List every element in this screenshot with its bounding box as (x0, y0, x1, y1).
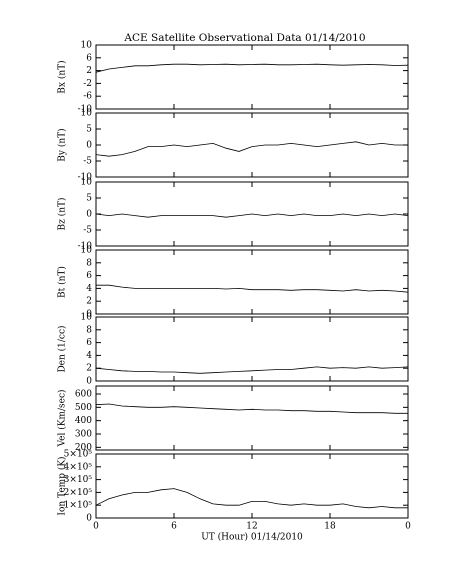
y-tick-label: 300 (75, 430, 92, 440)
y-tick-label: 10 (81, 41, 93, 51)
y-axis-label: Bz (nT) (57, 197, 68, 230)
y-tick-label: -10 (78, 105, 93, 115)
panel-frame (95, 112, 409, 178)
data-line (95, 366, 409, 374)
x-axis-label: UT (Hour) 01/14/2010 (201, 532, 303, 543)
y-axis-label: Vel (Km/sec) (57, 389, 68, 447)
y-tick-label: 0 (86, 377, 92, 387)
y-tick-label: -6 (83, 92, 92, 102)
y-tick-label: 4 (86, 351, 92, 361)
panel-frame (95, 249, 409, 315)
y-axis-label: Den (1/cc) (57, 325, 68, 372)
data-line (95, 141, 408, 157)
y-tick-label: 500 (75, 403, 92, 413)
x-tick-label: 12 (246, 522, 257, 532)
y-tick-label: 200 (75, 443, 92, 453)
y-tick-label: 1×10⁵ (64, 501, 93, 511)
y-tick-label: 6 (86, 338, 92, 348)
data-line (95, 63, 409, 73)
x-tick-label: 6 (171, 522, 177, 532)
y-tick-label: 0 (86, 210, 92, 220)
y-tick-label: 5 (86, 194, 92, 204)
data-line (96, 284, 409, 293)
y-tick-label: 10 (81, 178, 93, 188)
y-tick-label: 2 (86, 364, 92, 374)
y-tick-label: 6 (86, 53, 92, 63)
y-axis-label: Bt (nT) (57, 266, 68, 298)
y-axis-label: Bx (nT) (57, 60, 68, 93)
y-tick-label: -10 (78, 242, 93, 252)
y-axis-label: Ion Temp (K) (57, 456, 68, 515)
y-tick-label: 3×10⁵ (64, 475, 93, 485)
y-tick-label: 10 (81, 109, 93, 119)
data-line (95, 488, 408, 509)
x-tick-label: 18 (324, 522, 336, 532)
y-tick-label: 0 (86, 310, 92, 320)
y-tick-label: 2 (86, 66, 92, 76)
chart-title: ACE Satellite Observational Data 01/14/2… (123, 32, 365, 44)
y-tick-label: -2 (83, 79, 92, 89)
y-axis-label: By (nT) (57, 128, 68, 161)
panel-frame (95, 44, 409, 110)
y-tick-label: 4×10⁵ (64, 462, 93, 472)
y-tick-label: 5 (86, 125, 92, 135)
y-tick-label: 2 (86, 297, 92, 307)
y-tick-label: 6 (86, 271, 92, 281)
y-tick-label: 8 (86, 325, 92, 335)
y-tick-label: -10 (78, 173, 93, 183)
x-tick-label: 0 (93, 522, 99, 532)
data-line (95, 213, 409, 218)
y-tick-label: 600 (75, 390, 92, 400)
y-tick-label: 8 (86, 258, 92, 268)
y-tick-label: 10 (81, 246, 93, 256)
y-tick-label: 5×10⁵ (64, 450, 93, 460)
y-tick-label: 4 (86, 284, 92, 294)
panel-frame (95, 453, 409, 519)
y-tick-label: 0 (86, 141, 92, 151)
y-tick-label: 2×10⁵ (64, 488, 93, 498)
x-tick-label: 0 (405, 522, 411, 532)
y-tick-label: 10 (81, 313, 93, 323)
y-tick-label: 400 (75, 416, 92, 426)
y-tick-label: -5 (83, 226, 92, 236)
panel-frame (95, 385, 409, 451)
y-tick-label: -5 (83, 157, 92, 167)
data-line (95, 403, 408, 414)
y-tick-label: 0 (86, 514, 92, 524)
